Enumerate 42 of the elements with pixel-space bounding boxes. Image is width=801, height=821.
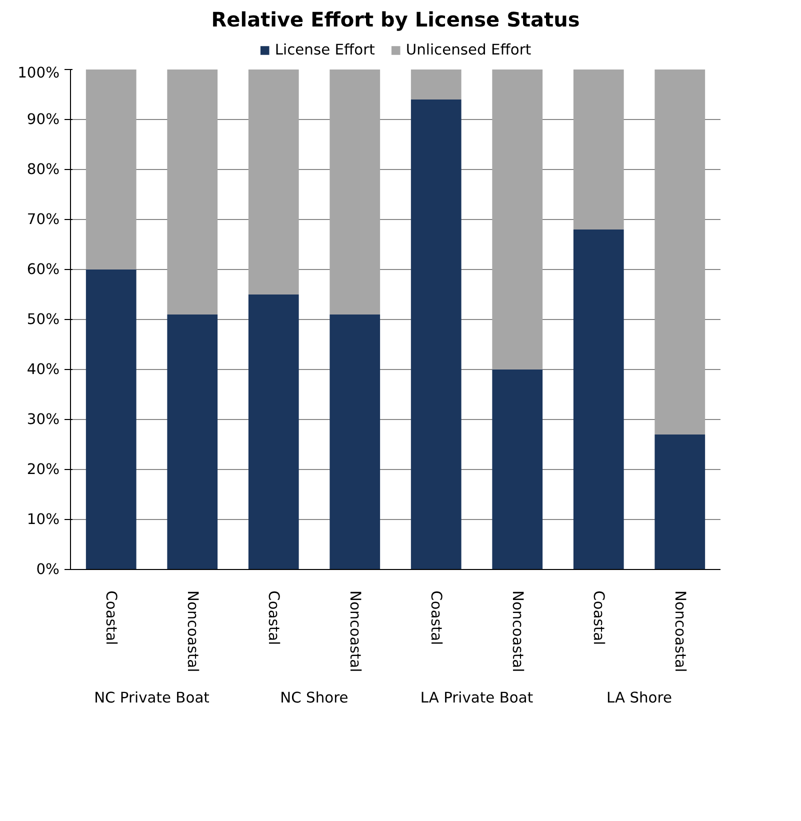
y-tick-label: 0% [36, 561, 60, 578]
legend-label: Unlicensed Effort [406, 42, 532, 58]
y-tick-label: 10% [26, 511, 60, 528]
y-tick-label: 60% [26, 261, 60, 278]
bar [492, 370, 543, 570]
y-tick-label: 80% [26, 161, 60, 178]
bar [86, 270, 136, 570]
chart-title: Relative Effort by License Status [211, 8, 580, 32]
x-tick-label: Noncoastal [671, 590, 688, 672]
bar [330, 314, 380, 570]
bar [654, 434, 706, 570]
x-tick-label: Noncoastal [508, 590, 526, 672]
bar [573, 230, 624, 570]
bar [492, 70, 543, 370]
x-tick-label: Noncoastal [346, 590, 364, 672]
text: LA Shore [606, 690, 672, 706]
bar [410, 100, 462, 570]
text: LA Private Boat [420, 690, 534, 706]
bar [248, 294, 299, 570]
y-tick-label: 100% [18, 64, 60, 82]
bar [654, 70, 706, 434]
bar [248, 70, 299, 294]
bar [330, 70, 380, 314]
y-tick-label: 90% [26, 111, 60, 128]
bar [410, 70, 462, 100]
y-tick-label: 40% [26, 361, 60, 378]
x-tick-label: Noncoastal [184, 590, 201, 672]
bar [167, 314, 218, 570]
x-tick-label: Coastal [428, 590, 445, 646]
y-tick-label: 50% [26, 311, 60, 328]
y-tick-label: 20% [26, 461, 60, 478]
text: NC Shore [280, 690, 348, 706]
x-tick-label: Coastal [590, 590, 608, 646]
y-tick-label: 30% [26, 411, 60, 428]
y-tick-label: 70% [26, 211, 60, 228]
bar [167, 70, 218, 314]
bar [86, 70, 136, 270]
x-tick-label: Coastal [265, 590, 282, 646]
x-tick-label: Coastal [102, 590, 120, 646]
bar [573, 70, 624, 230]
text: NC Private Boat [94, 690, 210, 706]
legend-label: License Effort [274, 42, 375, 58]
